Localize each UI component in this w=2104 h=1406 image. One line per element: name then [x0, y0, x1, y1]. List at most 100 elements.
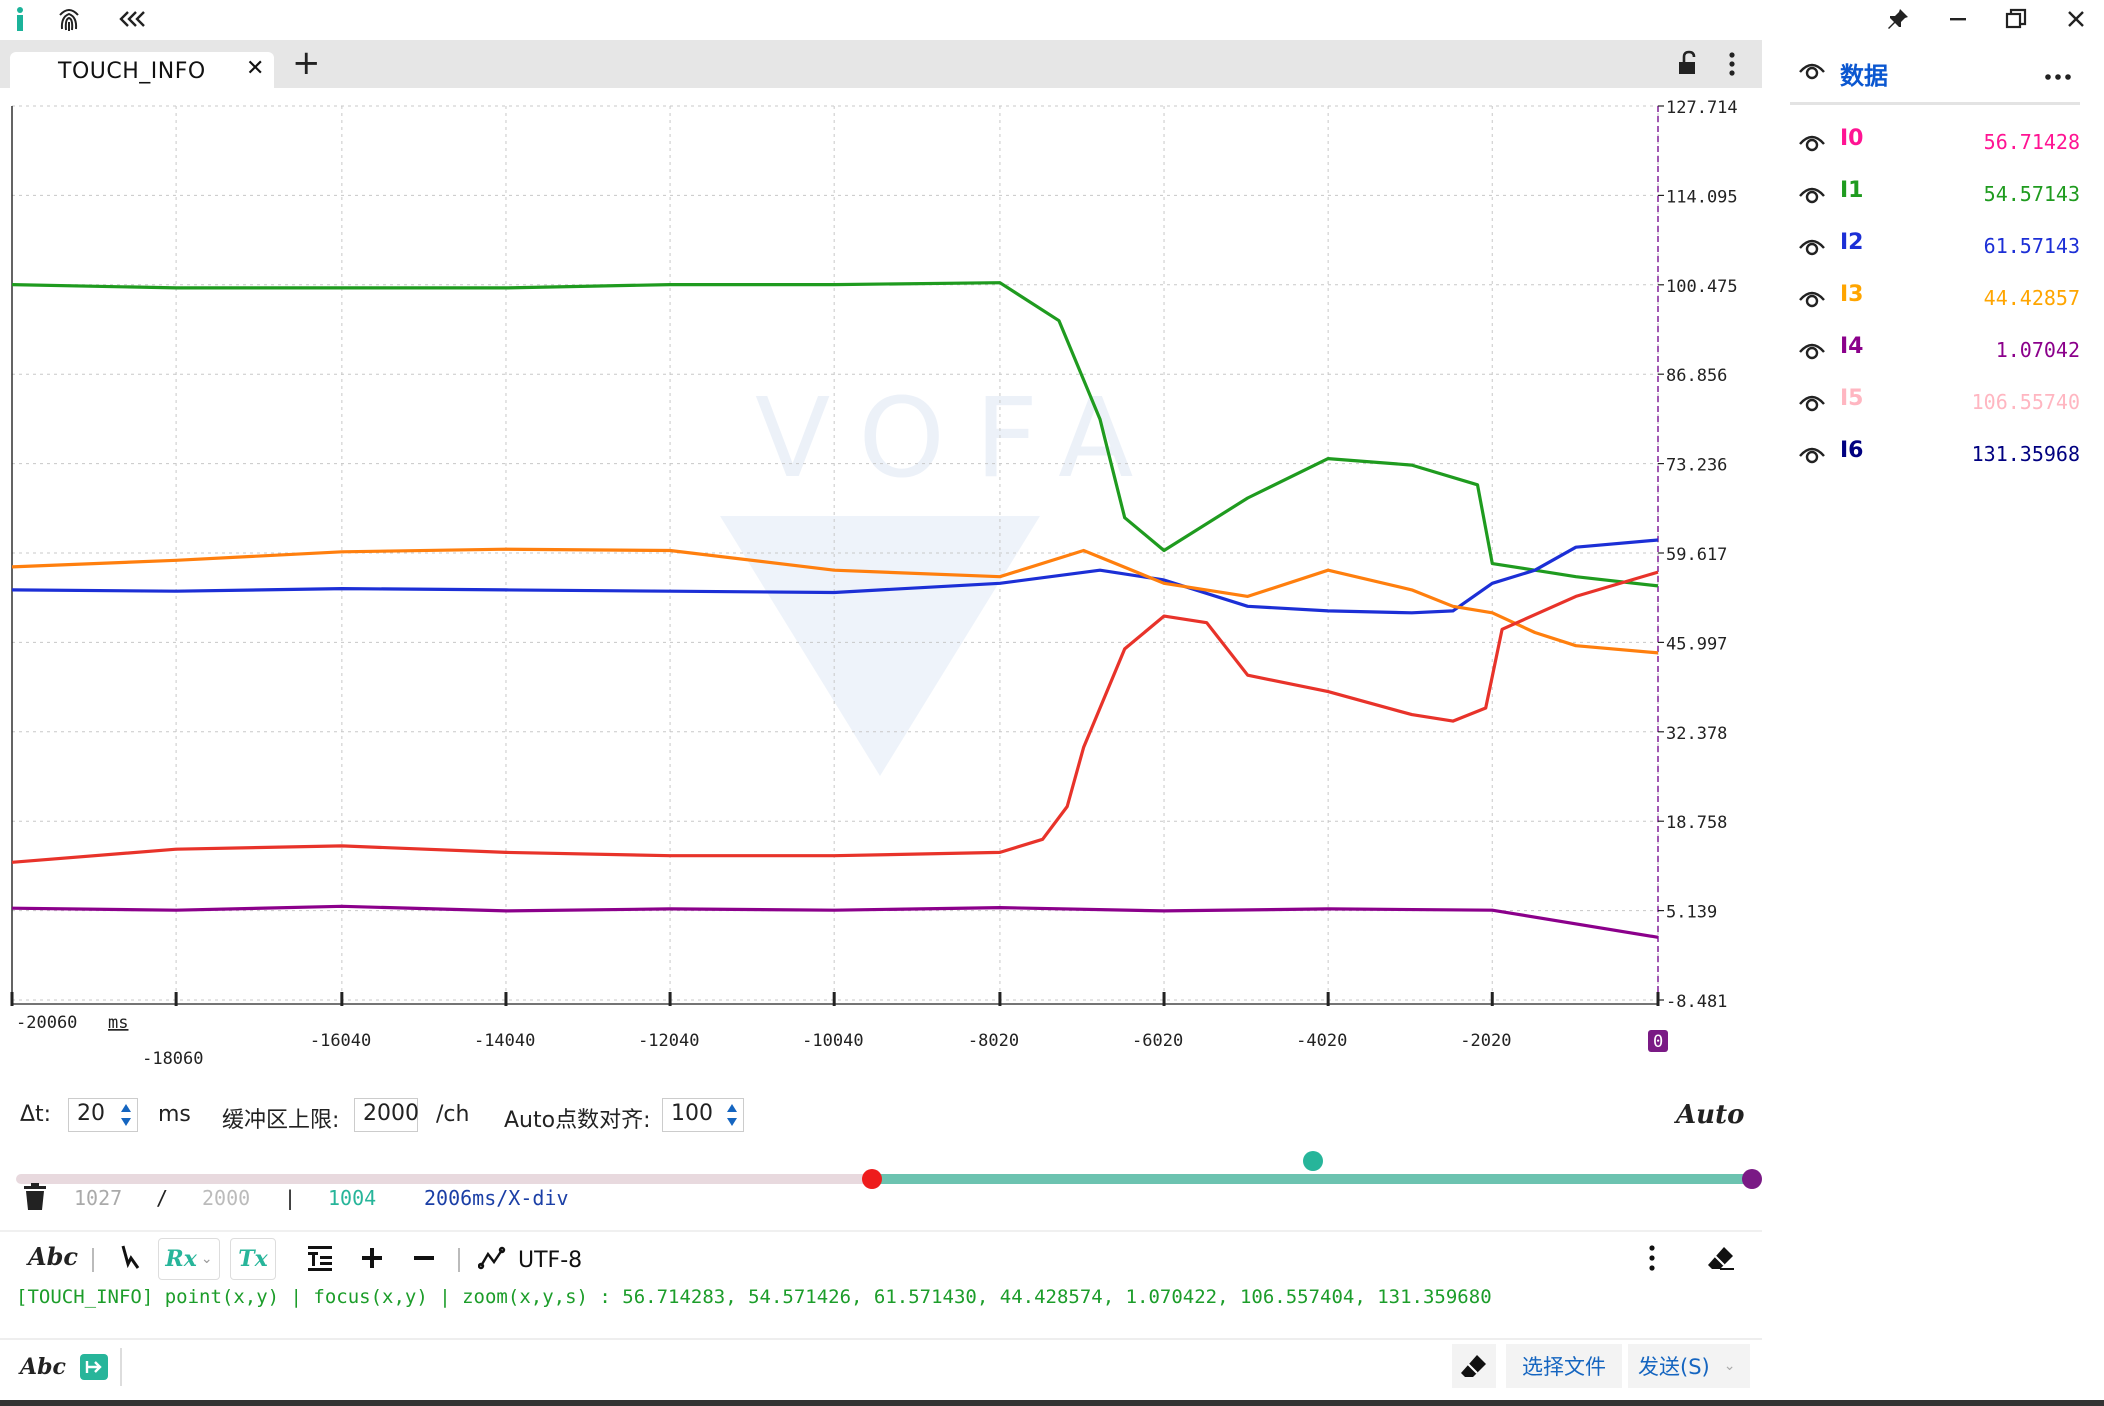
- y-tick-label: -8.481: [1666, 992, 1727, 1012]
- channel-row-i6[interactable]: I6 131.35968: [1790, 436, 2080, 476]
- rx-toggle-button[interactable]: Rx ⌄: [158, 1238, 220, 1280]
- auto-mode-button[interactable]: Auto: [1676, 1100, 1745, 1130]
- more-horizontal-icon[interactable]: [2044, 66, 2072, 85]
- dt-spinner[interactable]: 20: [68, 1098, 138, 1132]
- chevron-down-icon[interactable]: ⌄: [1723, 1358, 1736, 1374]
- channel-row-i1[interactable]: I1 54.57143: [1790, 176, 2080, 216]
- chevron-down-icon: ⌄: [200, 1251, 213, 1267]
- channel-value: 61.57143: [1983, 234, 2080, 258]
- watermark-text: VOFA: [755, 374, 1163, 502]
- eraser-icon[interactable]: [1706, 1244, 1736, 1272]
- cursor-icon[interactable]: [118, 1244, 140, 1270]
- y-tick-label: 73.236: [1666, 456, 1727, 476]
- eye-icon[interactable]: [1798, 182, 1826, 208]
- text-format-icon[interactable]: [306, 1244, 334, 1272]
- panel-header: 数据: [1790, 42, 2080, 105]
- buffer-unit: /ch: [436, 1102, 470, 1127]
- x-tick-label: -10040: [802, 1031, 863, 1051]
- tab-touch-info[interactable]: TOUCH_INFO ✕: [10, 52, 274, 88]
- stat-scale: 2006ms/X-div: [424, 1186, 569, 1210]
- zoom-in-icon[interactable]: [360, 1246, 384, 1270]
- send-input[interactable]: [120, 1348, 1442, 1386]
- channel-row-i0[interactable]: I0 56.71428: [1790, 124, 2080, 164]
- encoding-label[interactable]: UTF-8: [518, 1248, 583, 1273]
- bottom-border: [0, 1400, 2104, 1406]
- slider-range-fill: [871, 1174, 1752, 1184]
- pin-icon[interactable]: [1882, 4, 1914, 34]
- encoding-icon[interactable]: [478, 1246, 506, 1270]
- channel-name: I6: [1840, 438, 1864, 463]
- stat-total: 2000: [202, 1186, 251, 1210]
- y-tick-label: 86.856: [1666, 366, 1727, 386]
- buffer-value: 2000: [363, 1101, 419, 1126]
- more-vertical-icon[interactable]: [1726, 50, 1738, 82]
- send-bar: Abc 选择文件 发送(S) ⌄: [0, 1338, 1762, 1396]
- eye-icon[interactable]: [1798, 286, 1826, 312]
- channel-value: 1.07042: [1995, 338, 2080, 362]
- data-panel: 数据 I0 56.71428 I1 54.57143 I2 61.57143 I3 44.42…: [1790, 42, 2090, 502]
- x-tick-label: -6020: [1132, 1031, 1183, 1051]
- minimize-icon[interactable]: [1942, 4, 1974, 34]
- info-icon[interactable]: [8, 4, 32, 34]
- channel-name: I5: [1840, 386, 1864, 411]
- add-tab-icon[interactable]: +: [292, 43, 321, 83]
- y-tick-label: 5.139: [1666, 903, 1717, 923]
- collapse-left-icon[interactable]: [116, 4, 150, 34]
- eye-icon[interactable]: [1798, 442, 1826, 468]
- stat-count: 1027: [74, 1186, 123, 1210]
- select-file-button[interactable]: 选择文件: [1506, 1344, 1622, 1388]
- spinner-arrows-icon[interactable]: [119, 1101, 133, 1129]
- waveform-chart[interactable]: VOFA 127.714 114.095 100.475 86.856 73.236 59.…: [0, 96, 1762, 1086]
- eye-icon[interactable]: [1798, 130, 1826, 156]
- send-format-icon[interactable]: [80, 1354, 108, 1380]
- slider-end-handle[interactable]: [1742, 1169, 1762, 1189]
- spinner-arrows-icon[interactable]: [725, 1101, 739, 1129]
- channel-row-i2[interactable]: I2 61.57143: [1790, 228, 2080, 268]
- x-tick-label: -8020: [968, 1031, 1019, 1051]
- select-file-label: 选择文件: [1522, 1355, 1606, 1379]
- stat-separator: |: [284, 1186, 297, 1210]
- eye-icon[interactable]: [1798, 234, 1826, 260]
- y-tick-label: 114.095: [1666, 187, 1738, 207]
- zoom-out-icon[interactable]: [412, 1246, 436, 1270]
- trash-icon[interactable]: [22, 1182, 48, 1216]
- unlock-icon[interactable]: [1676, 50, 1702, 80]
- stat-separator: /: [156, 1186, 169, 1210]
- tab-close-icon[interactable]: ✕: [246, 56, 265, 81]
- series-line-i3: [11, 547, 1659, 655]
- buffer-input[interactable]: 2000: [354, 1098, 419, 1132]
- more-vertical-icon[interactable]: [1646, 1244, 1658, 1272]
- send-abc-toggle[interactable]: Abc: [20, 1354, 66, 1380]
- range-slider[interactable]: [16, 1151, 1762, 1194]
- series-line-i0: [11, 570, 1659, 864]
- clear-send-button[interactable]: [1452, 1344, 1496, 1388]
- channel-row-i3[interactable]: I3 44.42857: [1790, 280, 2080, 320]
- eye-icon[interactable]: [1798, 338, 1826, 364]
- watermark-logo: [720, 516, 1040, 776]
- fingerprint-icon[interactable]: [54, 4, 84, 34]
- cursor-zero-badge[interactable]: [1648, 1030, 1668, 1052]
- chart-svg[interactable]: VOFA 127.714 114.095 100.475 86.856 73.236 59.…: [0, 96, 1762, 1086]
- channel-name: I1: [1840, 178, 1864, 203]
- x-tick-label: -12040: [638, 1031, 699, 1051]
- tx-toggle-button[interactable]: Tx: [230, 1238, 276, 1280]
- abc-toggle-button[interactable]: Abc: [28, 1242, 79, 1271]
- close-icon[interactable]: [2060, 4, 2092, 34]
- channel-value: 106.55740: [1971, 390, 2080, 414]
- y-tick-label: 45.997: [1666, 634, 1727, 654]
- restore-icon[interactable]: [2000, 4, 2032, 34]
- channel-row-i5[interactable]: I5 106.55740: [1790, 384, 2080, 424]
- slider-start-handle[interactable]: [861, 1169, 882, 1189]
- y-tick-label: 32.378: [1666, 724, 1727, 744]
- rx-label: Rx: [165, 1246, 197, 1272]
- eye-icon[interactable]: [1798, 58, 1826, 88]
- x-axis-label: ms: [108, 1013, 128, 1033]
- tab-label: TOUCH_INFO: [58, 59, 206, 84]
- eye-icon[interactable]: [1798, 390, 1826, 416]
- channel-row-i4[interactable]: I4 1.07042: [1790, 332, 2080, 372]
- auto-align-spinner[interactable]: 100: [662, 1098, 744, 1132]
- divider: [92, 1248, 94, 1272]
- x-tick-label: -4020: [1296, 1031, 1347, 1051]
- send-button[interactable]: 发送(S) ⌄: [1628, 1344, 1750, 1388]
- slider-mid-handle[interactable]: [1302, 1151, 1323, 1171]
